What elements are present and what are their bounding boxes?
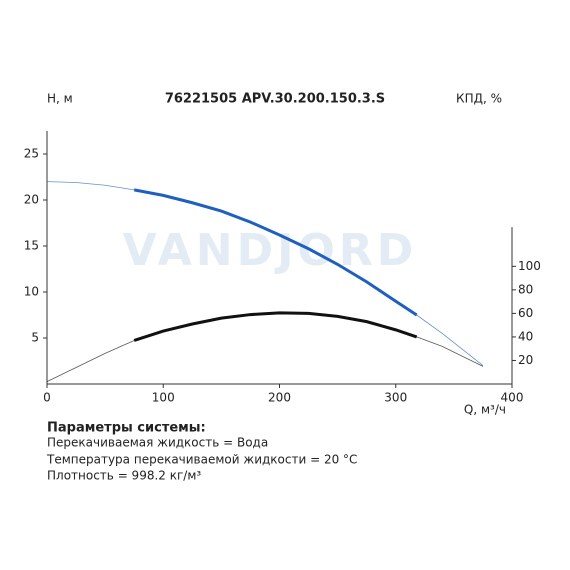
y-tick-label: 5 [31,331,39,345]
y2-tick-label: 20 [518,353,533,367]
x-tick-label: 100 [152,391,175,405]
params-line: Плотность = 998.2 кг/м³ [47,469,201,483]
y2-axis-label: КПД, % [456,92,502,106]
y-tick-label: 15 [24,239,39,253]
x-tick-label: 200 [268,391,291,405]
x-axis-label: Q, м³/ч [464,403,506,417]
y2-tick-label: 40 [518,329,533,343]
y2-tick-label: 60 [518,306,533,320]
x-tick-label: 400 [501,391,524,405]
chart-title: 76221505 APV.30.200.150.3.S [165,92,385,107]
y-axis-label: H, м [47,92,73,106]
y-tick-label: 25 [24,147,39,161]
params-line: Перекачиваемая жидкость = Вода [47,436,268,450]
y2-tick-label: 100 [518,259,541,273]
x-tick-label: 300 [384,391,407,405]
x-tick-label: 0 [43,391,51,405]
y2-tick-label: 80 [518,282,533,296]
curve-thin [46,312,484,383]
y-tick-label: 10 [24,285,39,299]
params-title: Параметры системы: [47,421,206,436]
curve-operating [133,188,418,317]
params-line: Температура перекачиваемой жидкости = 20… [46,453,357,467]
y-tick-label: 20 [24,193,39,207]
watermark: VANDJORD [123,225,418,276]
curve-operating [133,311,418,342]
